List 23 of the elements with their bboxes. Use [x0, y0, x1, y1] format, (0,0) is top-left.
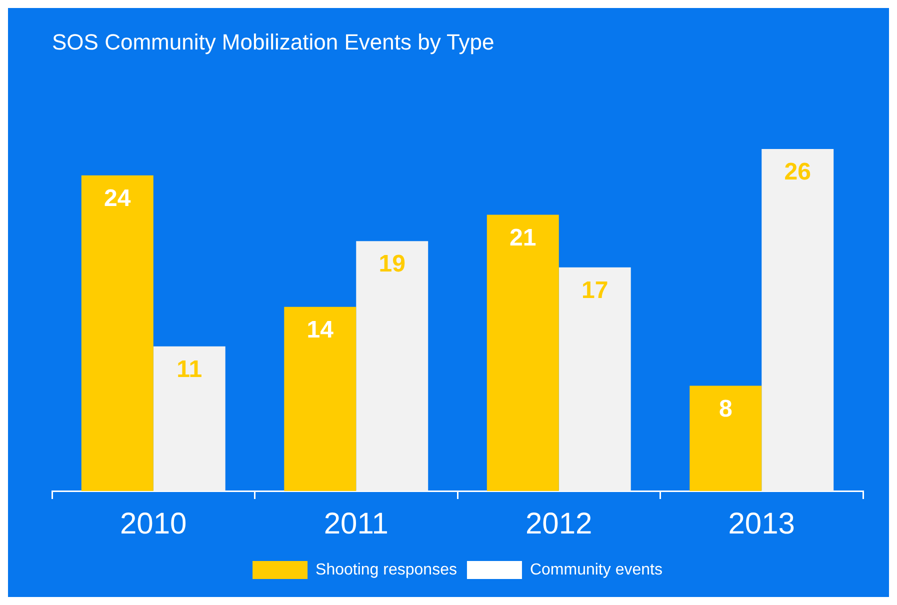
chart-title: SOS Community Mobilization Events by Type: [52, 29, 494, 54]
bar: [356, 241, 428, 491]
data-label: 17: [582, 277, 608, 304]
x-tick-label: 2013: [728, 507, 795, 540]
bar: [81, 175, 154, 491]
x-tick-label: 2010: [120, 507, 187, 540]
data-label: 14: [306, 316, 334, 344]
legend-label: Shooting responses: [316, 561, 457, 578]
data-label: 26: [784, 158, 811, 186]
bar: [558, 267, 631, 491]
legend-label: Community events: [530, 561, 662, 578]
bar: [486, 214, 559, 491]
data-label: 11: [176, 356, 202, 383]
data-label: 19: [378, 250, 406, 278]
x-tick-label: 2012: [526, 507, 592, 540]
data-label: 24: [104, 184, 132, 212]
bar: [762, 149, 834, 491]
x-tick-label: 2011: [324, 507, 388, 540]
bar: [690, 386, 762, 491]
data-label: 8: [718, 395, 732, 422]
bar: [153, 346, 226, 491]
bar: [284, 306, 356, 491]
data-label: 21: [510, 224, 536, 252]
